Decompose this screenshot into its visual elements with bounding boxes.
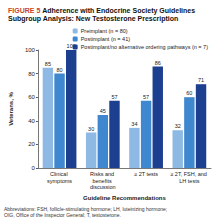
svg-text:Risks and: Risks and	[90, 171, 116, 177]
svg-text:Adherence with Endocrine Socie: Adherence with Endocrine Society Guideli…	[42, 7, 195, 15]
svg-text:benefits: benefits	[92, 178, 113, 184]
svg-text:32: 32	[175, 123, 181, 129]
svg-text:≥ 2T tests: ≥ 2T tests	[134, 171, 158, 177]
svg-text:OIG, Office of the Inspector G: OIG, Office of the Inspector General; T,…	[4, 212, 121, 218]
svg-text:Subgroup Analysis: New Testost: Subgroup Analysis: New Testosterone Pres…	[8, 15, 178, 23]
svg-text:100: 100	[25, 47, 36, 53]
svg-text:Postimplant (n = 41): Postimplant (n = 41)	[81, 36, 131, 42]
svg-text:Preimplant (n = 80): Preimplant (n = 80)	[81, 28, 128, 34]
svg-text:Guideline Recommendations: Guideline Recommendations	[83, 195, 166, 201]
svg-text:discussion: discussion	[90, 184, 116, 190]
svg-text:Abbreviations: FSH, follicle-s: Abbreviations: FSH, follicle-stimulating…	[4, 206, 169, 212]
svg-text:symptoms: symptoms	[47, 178, 72, 184]
svg-text:20: 20	[28, 141, 35, 147]
svg-text:Veterans, %: Veterans, %	[8, 91, 14, 125]
svg-text:≥ 2T, FSH, and: ≥ 2T, FSH, and	[170, 171, 208, 177]
svg-text:0: 0	[32, 165, 36, 171]
svg-text:45: 45	[100, 108, 106, 114]
svg-text:60: 60	[28, 94, 35, 100]
svg-text:Clinical: Clinical	[50, 171, 69, 177]
svg-text:57: 57	[111, 94, 117, 100]
svg-text:FIGURE 5: FIGURE 5	[8, 7, 40, 14]
svg-text:40: 40	[28, 118, 35, 124]
svg-text:57: 57	[143, 94, 149, 100]
svg-text:71: 71	[198, 77, 204, 83]
svg-text:80: 80	[56, 67, 62, 73]
svg-text:85: 85	[45, 61, 51, 67]
svg-text:86: 86	[155, 60, 161, 66]
svg-text:60: 60	[186, 90, 192, 96]
svg-text:100: 100	[66, 43, 76, 49]
svg-text:Postimplant/no alternative ord: Postimplant/no alternative ordering path…	[81, 44, 209, 50]
svg-text:80: 80	[28, 71, 35, 77]
svg-text:34: 34	[131, 121, 137, 127]
svg-text:LH tests: LH tests	[179, 178, 199, 184]
svg-text:30: 30	[88, 126, 94, 132]
